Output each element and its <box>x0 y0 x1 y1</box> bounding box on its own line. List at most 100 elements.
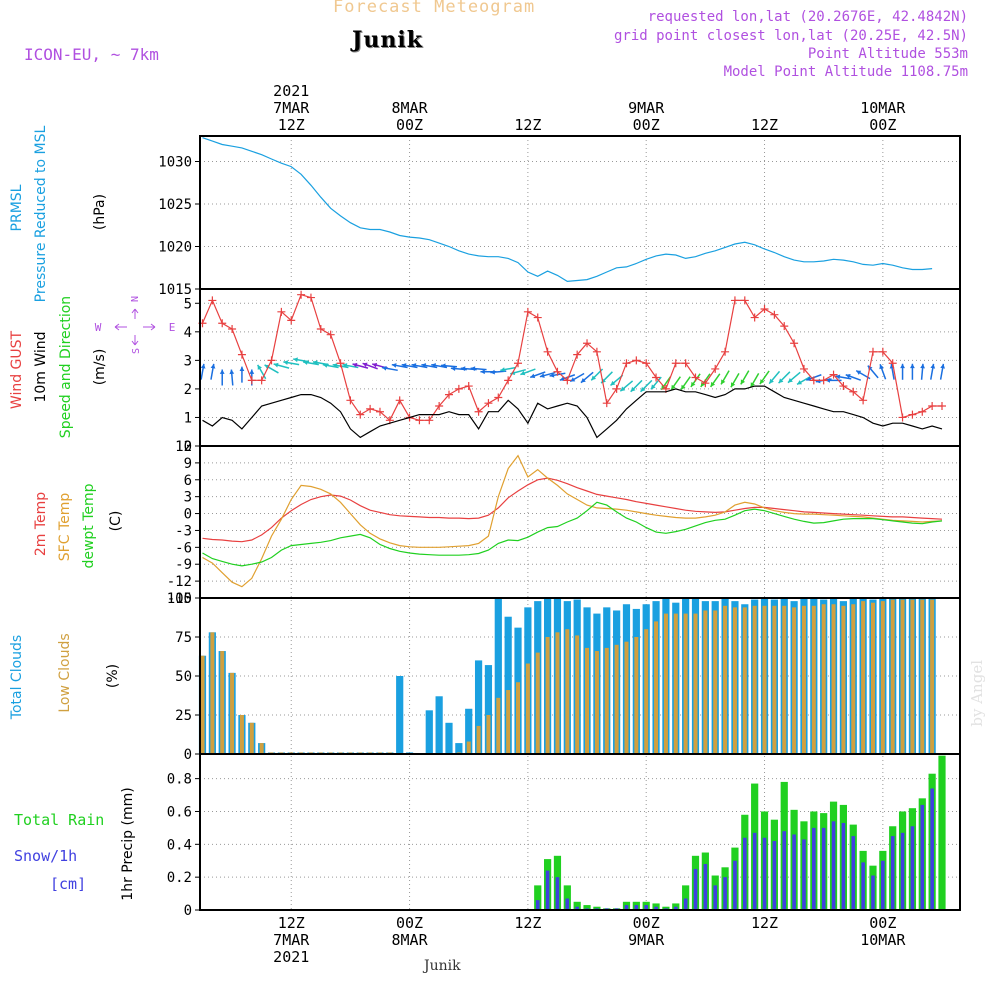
low-cloud-bar <box>634 637 639 754</box>
temp-sfc-label: SFC Temp <box>57 493 73 562</box>
requested-coordinates: requested lon,lat (20.2676E, 42.4842N) <box>647 9 968 25</box>
low-cloud-bar <box>644 629 649 754</box>
snow-bar <box>871 875 875 910</box>
y-tick-label: 3 <box>184 353 192 369</box>
gust-marker <box>247 376 256 385</box>
panel-frame-precip <box>199 753 961 911</box>
y-tick-label: -9 <box>175 557 192 573</box>
gust-marker <box>928 402 937 411</box>
snow-bar <box>782 831 787 910</box>
gust-marker <box>878 347 887 356</box>
compass-north: N <box>130 296 141 302</box>
total-rain-label: Total Rain <box>14 811 104 829</box>
gust-marker <box>652 373 661 382</box>
wind-arrow-head <box>856 370 862 375</box>
top-time-label: 00Z <box>396 116 423 134</box>
gust-marker <box>721 347 730 356</box>
gust-marker <box>790 339 799 348</box>
gust-marker <box>780 322 789 331</box>
low-cloud-bar <box>516 682 521 754</box>
low-cloud-bar <box>673 613 678 754</box>
low-cloud-bar <box>575 635 580 754</box>
y-tick-label: -6 <box>175 540 192 556</box>
total-cloud-bar <box>435 696 443 754</box>
meteogram-title: Forecast Meteogram <box>333 0 536 17</box>
y-tick-label: 0.4 <box>167 837 192 853</box>
snow-bar <box>624 905 629 910</box>
gust-marker <box>938 402 946 411</box>
compass-south: S <box>131 348 142 354</box>
gust-marker <box>898 413 907 422</box>
gust-marker <box>829 370 838 379</box>
gust-marker <box>237 350 246 359</box>
low-cloud-bar <box>723 605 728 754</box>
y-tick-label: 0 <box>184 903 192 919</box>
low-cloud-bar <box>930 599 935 754</box>
wind-arrow-head <box>650 384 656 390</box>
wind-arrow-head <box>219 369 225 374</box>
top-time-label: 10MAR <box>860 99 906 117</box>
gust-marker <box>346 396 355 405</box>
gust-marker <box>583 339 592 348</box>
gust-marker <box>859 396 868 405</box>
low-cloud-bar <box>683 613 688 754</box>
wind-arrow-head <box>900 363 905 369</box>
wind-arrow-head <box>630 386 636 392</box>
panel-frame-wind <box>199 288 961 447</box>
low-cloud-bar <box>585 647 590 754</box>
snow-bar <box>792 834 796 910</box>
wind-arrow-head <box>322 363 328 368</box>
gust-marker <box>523 307 532 316</box>
low-cloud-bar <box>732 607 737 754</box>
y-tick-label: -12 <box>167 574 192 590</box>
low-cloud-bar <box>861 601 866 754</box>
low-cloud-bar <box>476 725 481 754</box>
y-tick-label: 6 <box>184 473 192 489</box>
wind-arrow-head <box>825 377 830 383</box>
bottom-time-label: 00Z <box>396 914 423 932</box>
wind-speed-line <box>202 385 943 439</box>
wind-arrow-head <box>797 380 803 385</box>
wind-arrow-head <box>441 363 446 369</box>
low-cloud-bar <box>654 621 659 754</box>
snow-bar <box>841 822 846 910</box>
wind-arrow-head <box>787 377 793 383</box>
gust-marker <box>809 376 818 385</box>
wind-arrow-head <box>930 363 936 369</box>
low-cloud-bar <box>200 655 205 754</box>
snow-bar <box>821 827 826 910</box>
pressure-description-label: Pressure Reduced to MSL <box>33 125 49 302</box>
wind-arrow-head <box>530 373 536 379</box>
snow-bar <box>930 788 934 910</box>
gust-marker <box>228 324 237 333</box>
snow-bar <box>851 836 856 910</box>
gust-marker <box>277 307 286 316</box>
snow-bar <box>910 826 915 910</box>
gust-marker <box>267 356 276 365</box>
compass-west: W <box>95 321 102 334</box>
total-cloud-bar <box>425 710 433 754</box>
low-cloud-bar <box>782 605 787 754</box>
bottom-time-label: 8MAR <box>391 931 428 949</box>
low-cloud-bar <box>752 605 757 754</box>
low-cloud-bar <box>762 605 767 754</box>
wind-arrow-head <box>539 373 545 378</box>
snow-label: Snow/1h <box>14 847 77 865</box>
wind-arrow-head <box>239 366 245 372</box>
top-time-label: 12Z <box>278 116 305 134</box>
wind-arrow-head <box>480 369 485 375</box>
snow-bar <box>703 864 708 910</box>
gust-marker <box>622 359 631 368</box>
gust-marker <box>691 373 700 382</box>
low-cloud-bar <box>851 604 856 754</box>
gust-marker <box>750 313 759 322</box>
rain-bar <box>583 905 591 910</box>
gust-marker <box>642 359 651 368</box>
low-clouds-label: Low Clouds <box>57 633 73 712</box>
gust-marker <box>218 319 227 328</box>
gust-marker <box>474 407 483 416</box>
gust-marker <box>257 376 266 385</box>
wind-arrow-head <box>580 377 586 383</box>
gust-marker <box>336 359 345 368</box>
